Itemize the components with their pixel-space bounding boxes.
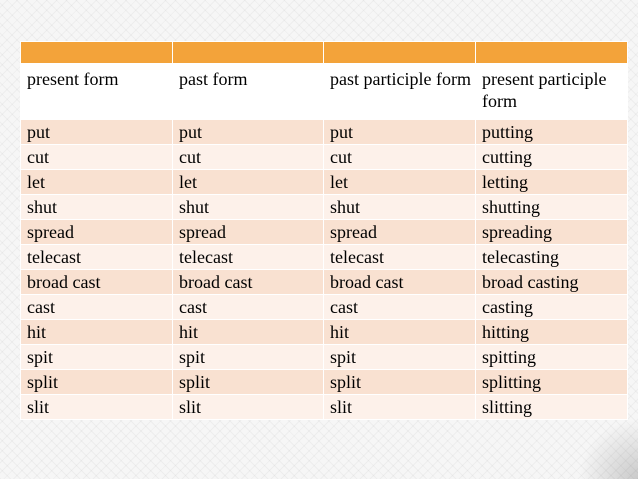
present-form-cell: split bbox=[20, 369, 173, 395]
present-form-cell: put bbox=[20, 119, 173, 145]
table-row: split split split splitting bbox=[20, 369, 628, 395]
present-participle-cell: spitting bbox=[475, 344, 628, 370]
present-participle-cell: spreading bbox=[475, 219, 628, 245]
column-header-past-form: past form bbox=[172, 63, 324, 120]
present-participle-cell: shutting bbox=[475, 194, 628, 220]
table-header-band bbox=[20, 41, 628, 64]
present-participle-cell: casting bbox=[475, 294, 628, 320]
table-row: shut shut shut shutting bbox=[20, 194, 628, 220]
past-form-cell: cast bbox=[172, 294, 324, 320]
table-row: spit spit spit spitting bbox=[20, 344, 628, 370]
column-header-past-participle-form: past participle form bbox=[323, 63, 476, 120]
present-participle-cell: cutting bbox=[475, 144, 628, 170]
present-form-cell: spit bbox=[20, 344, 173, 370]
header-band-cell bbox=[20, 41, 173, 64]
past-participle-cell: slit bbox=[323, 394, 476, 420]
past-form-cell: spread bbox=[172, 219, 324, 245]
present-form-cell: cut bbox=[20, 144, 173, 170]
past-form-cell: shut bbox=[172, 194, 324, 220]
past-form-cell: telecast bbox=[172, 244, 324, 270]
past-form-cell: hit bbox=[172, 319, 324, 345]
corner-shadow bbox=[578, 419, 638, 479]
column-header-present-form: present form bbox=[20, 63, 173, 120]
past-form-cell: broad cast bbox=[172, 269, 324, 295]
table-row: slit slit slit slitting bbox=[20, 394, 628, 420]
verb-forms-table: present form past form past participle f… bbox=[20, 41, 628, 420]
past-participle-cell: hit bbox=[323, 319, 476, 345]
past-participle-cell: telecast bbox=[323, 244, 476, 270]
past-form-cell: spit bbox=[172, 344, 324, 370]
table-row: spread spread spread spreading bbox=[20, 219, 628, 245]
present-form-cell: slit bbox=[20, 394, 173, 420]
present-participle-cell: hitting bbox=[475, 319, 628, 345]
table-row: cast cast cast casting bbox=[20, 294, 628, 320]
past-participle-cell: split bbox=[323, 369, 476, 395]
table-row: hit hit hit hitting bbox=[20, 319, 628, 345]
column-header-present-participle-form: present participle form bbox=[475, 63, 628, 120]
present-form-cell: spread bbox=[20, 219, 173, 245]
past-form-cell: let bbox=[172, 169, 324, 195]
past-participle-cell: put bbox=[323, 119, 476, 145]
past-participle-cell: cast bbox=[323, 294, 476, 320]
table-row: telecast telecast telecast telecasting bbox=[20, 244, 628, 270]
table-row: let let let letting bbox=[20, 169, 628, 195]
present-participle-cell: splitting bbox=[475, 369, 628, 395]
present-participle-cell: letting bbox=[475, 169, 628, 195]
present-form-cell: shut bbox=[20, 194, 173, 220]
present-participle-cell: putting bbox=[475, 119, 628, 145]
present-form-cell: hit bbox=[20, 319, 173, 345]
header-band-cell bbox=[323, 41, 476, 64]
past-form-cell: slit bbox=[172, 394, 324, 420]
past-participle-cell: shut bbox=[323, 194, 476, 220]
past-participle-cell: spread bbox=[323, 219, 476, 245]
table-row: broad cast broad cast broad cast broad cast… bbox=[20, 269, 628, 295]
present-form-cell: broad cast bbox=[20, 269, 173, 295]
column-header-row: present form past form past participle f… bbox=[20, 63, 628, 120]
table-row: cut cut cut cutting bbox=[20, 144, 628, 170]
past-form-cell: cut bbox=[172, 144, 324, 170]
past-participle-cell: cut bbox=[323, 144, 476, 170]
header-band-cell bbox=[172, 41, 324, 64]
past-participle-cell: let bbox=[323, 169, 476, 195]
present-participle-cell: broad casting bbox=[475, 269, 628, 295]
present-participle-cell: telecasting bbox=[475, 244, 628, 270]
table-row: put put put putting bbox=[20, 119, 628, 145]
header-band-cell bbox=[475, 41, 628, 64]
present-form-cell: cast bbox=[20, 294, 173, 320]
past-form-cell: put bbox=[172, 119, 324, 145]
past-form-cell: split bbox=[172, 369, 324, 395]
present-form-cell: telecast bbox=[20, 244, 173, 270]
present-participle-cell: slitting bbox=[475, 394, 628, 420]
past-participle-cell: spit bbox=[323, 344, 476, 370]
past-participle-cell: broad cast bbox=[323, 269, 476, 295]
present-form-cell: let bbox=[20, 169, 173, 195]
